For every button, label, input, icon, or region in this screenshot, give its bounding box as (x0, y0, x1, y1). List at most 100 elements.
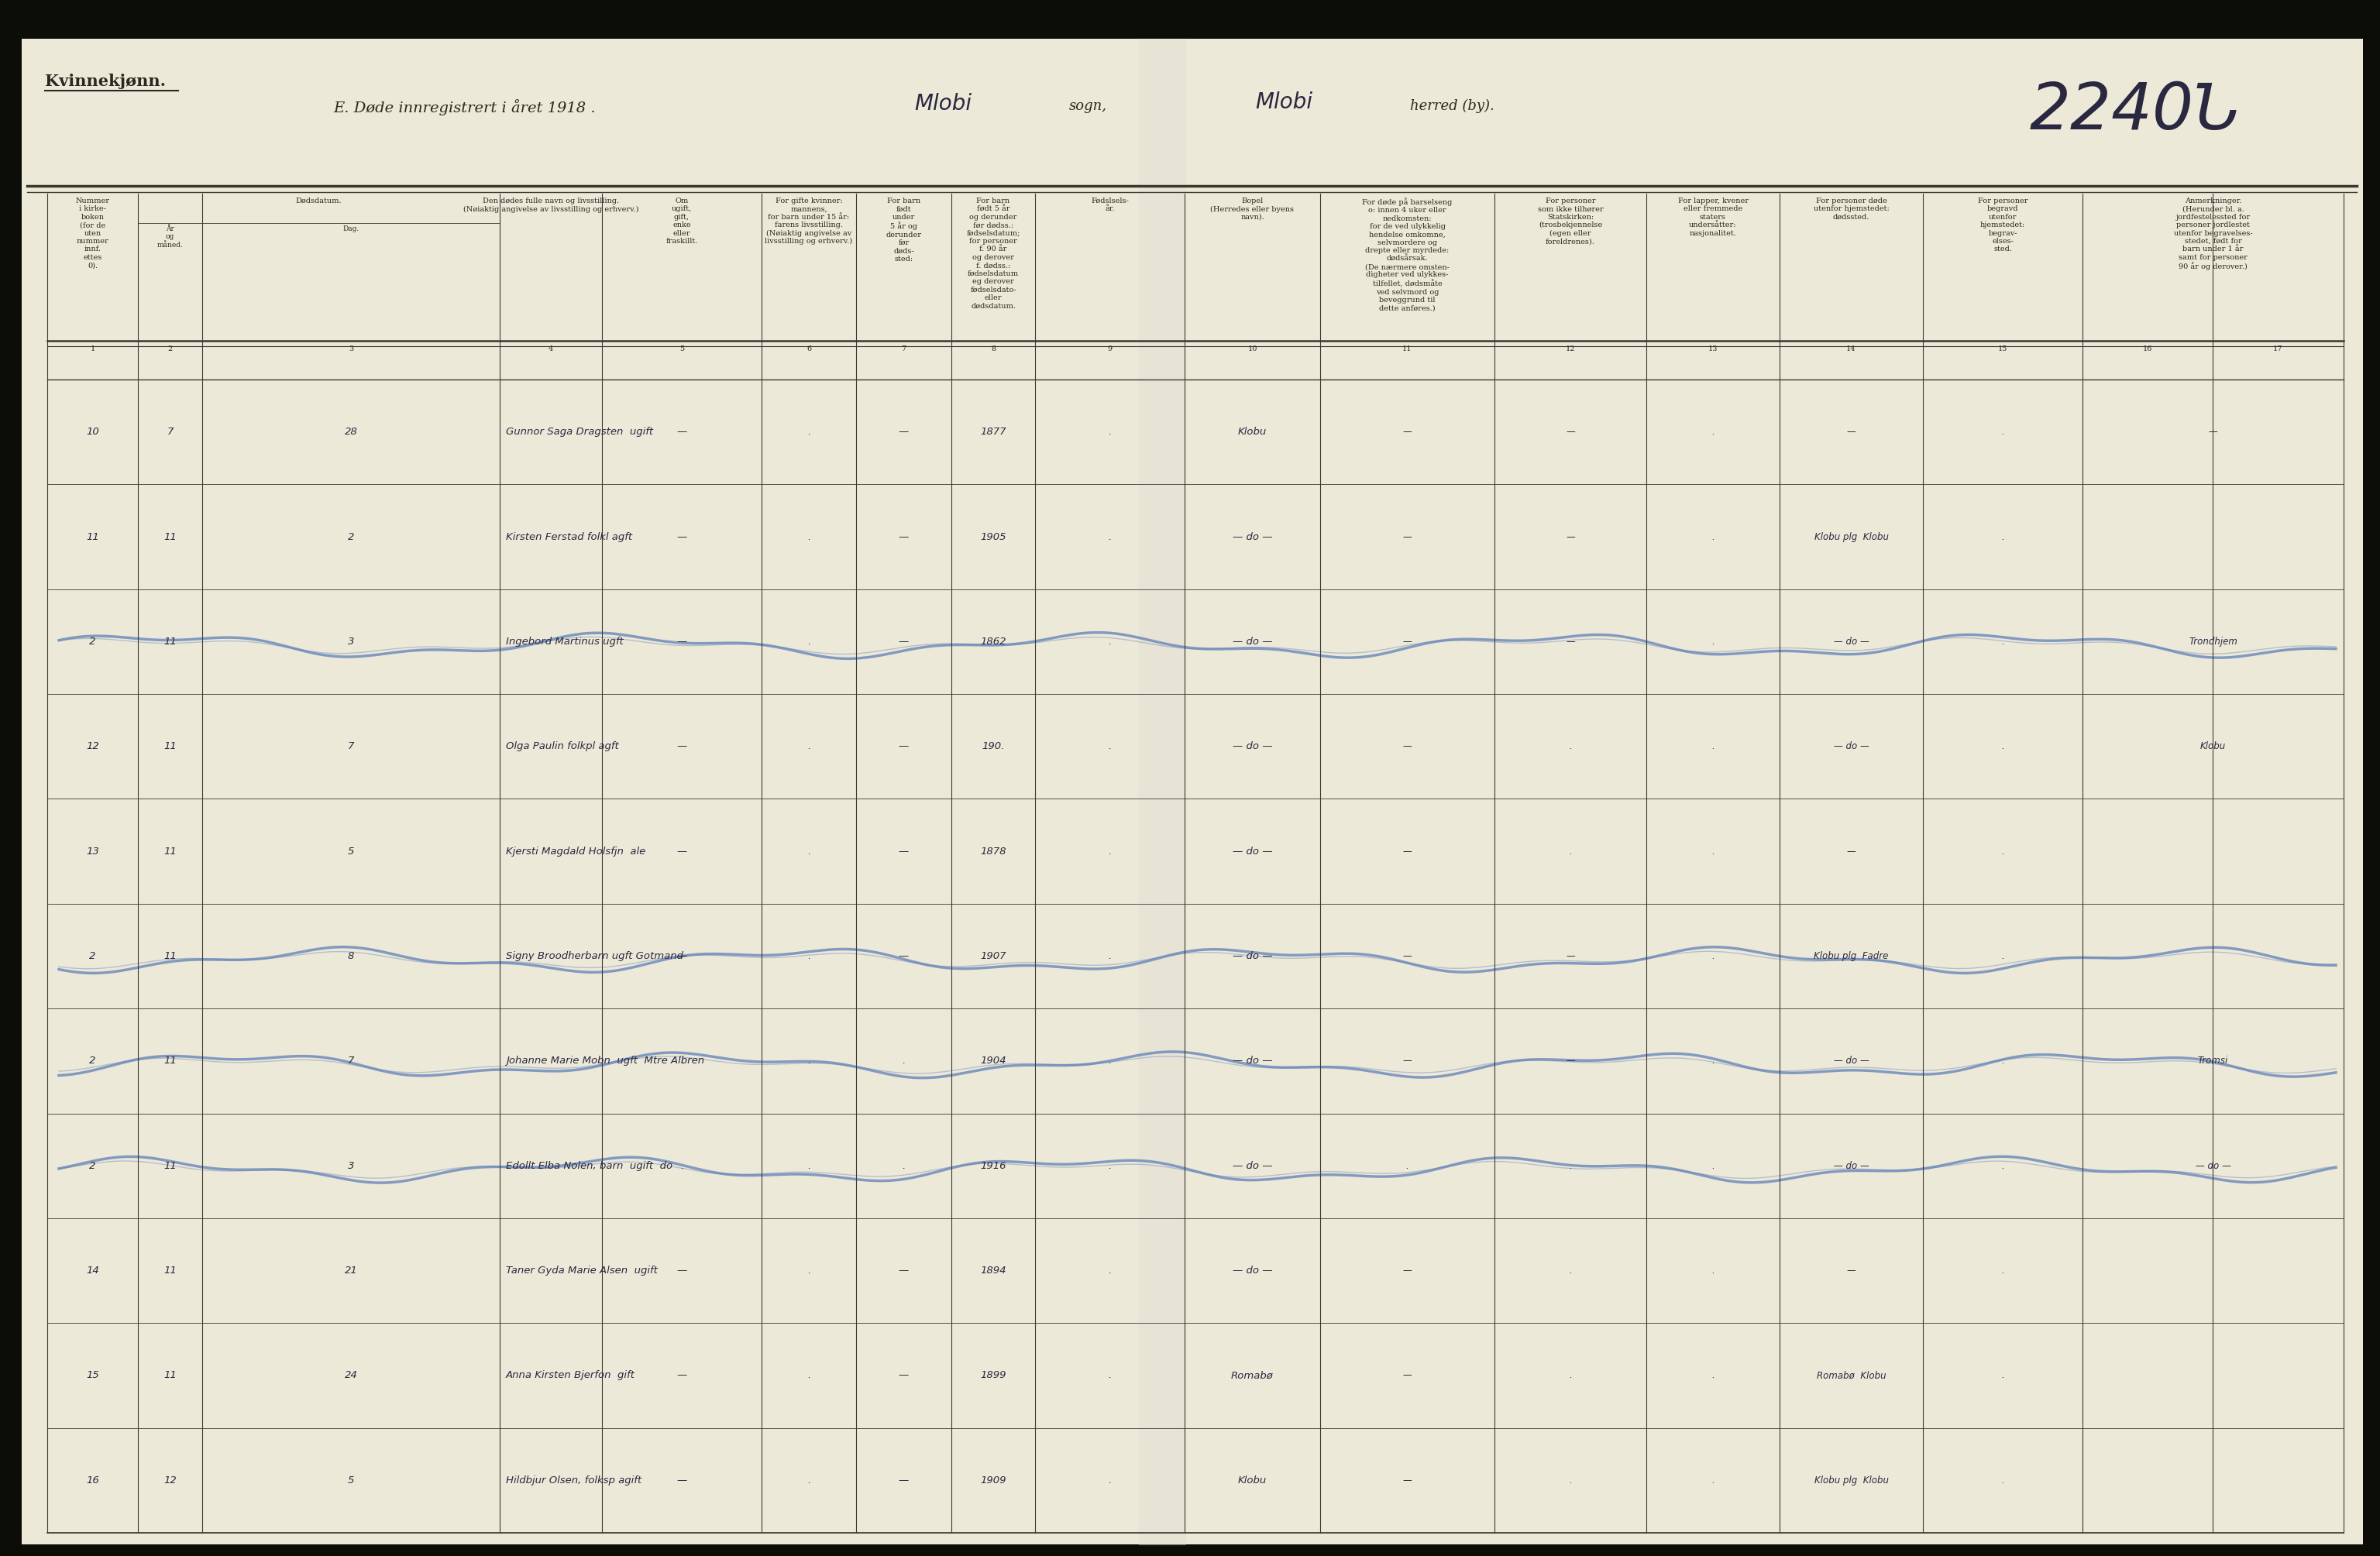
Text: Kirsten Ferstad folkl agft: Kirsten Ferstad folkl agft (507, 532, 633, 541)
Text: .: . (1109, 532, 1111, 541)
Text: .: . (1568, 1265, 1571, 1276)
Text: 17: 17 (2273, 345, 2282, 352)
Text: 1916: 1916 (981, 1161, 1007, 1170)
Text: .: . (807, 636, 812, 647)
Text: .: . (1711, 1161, 1714, 1170)
Text: Bopel
(Herredes eller byens
navn).: Bopel (Herredes eller byens navn). (1211, 198, 1295, 221)
Text: Anmerkninger.
(Herunder bl. a.
jordfestelessted for
personer jordlestet
utenfor : Anmerkninger. (Herunder bl. a. jordfeste… (2173, 198, 2251, 271)
Text: 10: 10 (1247, 345, 1257, 352)
Text: .: . (1568, 1371, 1571, 1380)
Text: For barn
født
under
5 år og
derunder
før
døds-
sted:: For barn født under 5 år og derunder før… (885, 198, 921, 263)
Text: —: — (1402, 846, 1411, 856)
Text: —: — (676, 951, 688, 962)
Text: —: — (676, 1265, 688, 1276)
Text: .: . (902, 1057, 904, 1066)
Text: 28: 28 (345, 426, 357, 437)
Text: Ingebord Martinus ugft: Ingebord Martinus ugft (507, 636, 624, 647)
Text: 11: 11 (164, 1161, 176, 1170)
Text: .: . (1711, 636, 1714, 647)
Text: .: . (807, 1475, 812, 1486)
Text: .: . (1109, 636, 1111, 647)
Text: —: — (1566, 636, 1576, 647)
Text: Fødslsels-
år.: Fødslsels- år. (1090, 198, 1128, 213)
Text: —: — (1402, 1057, 1411, 1066)
Text: .: . (2002, 1161, 2004, 1170)
Text: For døde på barselseng
o: innen 4 uker eller
nedkomsten:
for de ved ulykkelig
he: For døde på barselseng o: innen 4 uker e… (1361, 198, 1452, 311)
Text: —: — (900, 426, 909, 437)
Text: — do —: — do — (1233, 1265, 1273, 1276)
Text: 190.: 190. (983, 741, 1004, 752)
Text: herred (by).: herred (by). (1409, 100, 1495, 114)
Text: 2: 2 (90, 951, 95, 962)
Text: — do —: — do — (1233, 1161, 1273, 1170)
Text: .: . (681, 1161, 683, 1170)
Text: 11: 11 (164, 1057, 176, 1066)
Text: E. Døde innregistrert i året 1918 .: E. Døde innregistrert i året 1918 . (333, 100, 595, 115)
Text: — do —: — do — (1233, 636, 1273, 647)
Text: 4: 4 (547, 345, 552, 352)
Text: 12: 12 (86, 741, 100, 752)
Text: —: — (2209, 426, 2218, 437)
Text: Romabø  Klobu: Romabø Klobu (1816, 1371, 1885, 1380)
Text: 1899: 1899 (981, 1371, 1007, 1380)
Text: 11: 11 (164, 741, 176, 752)
Text: .: . (807, 1265, 812, 1276)
Text: Klobu plg  Fadre: Klobu plg Fadre (1814, 951, 1890, 962)
Text: .: . (2002, 741, 2004, 752)
Text: 1905: 1905 (981, 532, 1007, 541)
Text: 12: 12 (1566, 345, 1576, 352)
Text: Trondhjem: Trondhjem (2190, 636, 2237, 647)
Text: .: . (2002, 951, 2004, 962)
Text: 10: 10 (86, 426, 100, 437)
Text: 14: 14 (86, 1265, 100, 1276)
Text: .: . (807, 532, 812, 541)
Text: — do —: — do — (1233, 532, 1273, 541)
Text: Hildbjur Olsen, folksp agift: Hildbjur Olsen, folksp agift (507, 1475, 643, 1486)
Text: 3: 3 (347, 345, 352, 352)
Text: .: . (2002, 426, 2004, 437)
Text: —: — (900, 951, 909, 962)
Text: .: . (1407, 1161, 1409, 1170)
Text: .: . (2002, 846, 2004, 856)
Text: — do —: — do — (1833, 1161, 1868, 1170)
Text: 13: 13 (1709, 345, 1718, 352)
Text: .: . (1109, 426, 1111, 437)
Text: .: . (1568, 846, 1571, 856)
Text: 11: 11 (164, 846, 176, 856)
Text: —: — (900, 532, 909, 541)
Text: 12: 12 (164, 1475, 176, 1486)
Text: —: — (900, 741, 909, 752)
Text: — do —: — do — (1233, 951, 1273, 962)
Text: —: — (1402, 1475, 1411, 1486)
Text: Nummer
i kirke-
boken
(for de
uten
nummer
innf.
ettes
0).: Nummer i kirke- boken (for de uten numme… (76, 198, 109, 269)
Text: Mlobi: Mlobi (1254, 92, 1311, 114)
Text: .: . (1711, 1371, 1714, 1380)
Text: .: . (2002, 636, 2004, 647)
Text: 7: 7 (167, 426, 174, 437)
Text: —: — (1402, 1371, 1411, 1380)
Text: 9: 9 (1107, 345, 1111, 352)
Text: — do —: — do — (1833, 741, 1868, 752)
Text: .: . (1711, 532, 1714, 541)
Text: Klobu: Klobu (2199, 741, 2225, 752)
Text: — do —: — do — (1833, 1057, 1868, 1066)
Text: 11: 11 (1402, 345, 1411, 352)
Text: .: . (2002, 532, 2004, 541)
Text: .: . (1711, 741, 1714, 752)
Text: Klobu: Klobu (1238, 426, 1266, 437)
Text: —: — (676, 532, 688, 541)
Text: 11: 11 (164, 636, 176, 647)
Text: 3: 3 (347, 636, 355, 647)
Text: 16: 16 (86, 1475, 100, 1486)
Text: .: . (681, 1057, 683, 1066)
Text: —: — (900, 636, 909, 647)
Text: Olga Paulin folkpl agft: Olga Paulin folkpl agft (507, 741, 619, 752)
Text: .: . (1109, 846, 1111, 856)
Text: —: — (1847, 846, 1856, 856)
Text: 1: 1 (90, 345, 95, 352)
Text: —: — (900, 846, 909, 856)
Text: Johanne Marie Mobn  ugft  Mtre Albren: Johanne Marie Mobn ugft Mtre Albren (507, 1057, 704, 1066)
Text: For barn
født 5 år
og derunder
før dødss.:
fødselsdatum;
for personer
f. 90 år
o: For barn født 5 år og derunder før dødss… (966, 198, 1021, 310)
Text: —: — (676, 1475, 688, 1486)
Text: .: . (807, 1371, 812, 1380)
